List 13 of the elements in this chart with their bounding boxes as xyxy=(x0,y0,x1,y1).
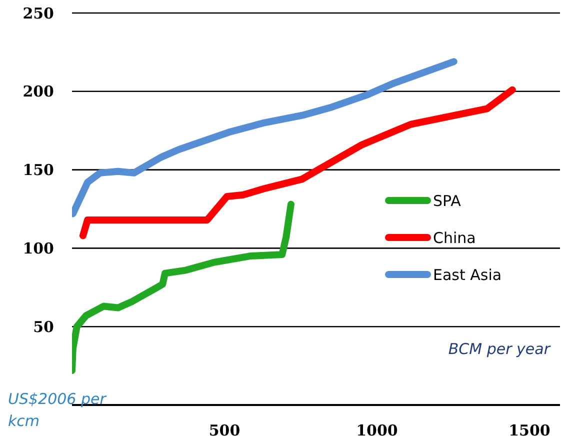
legend-label: SPA xyxy=(433,192,461,210)
annotation: US$2006 per kcm xyxy=(8,389,108,432)
x-tick-label: 1000 xyxy=(356,422,398,440)
y-tick-label: 100 xyxy=(22,240,54,258)
y-tick-label: 150 xyxy=(22,161,54,180)
y-tick-label: 200 xyxy=(22,82,54,101)
x-tick-label: 1500 xyxy=(508,422,550,440)
legend-label: China xyxy=(433,228,476,246)
x-axis-title: BCM per year xyxy=(448,340,550,358)
y-tick-label: 50 xyxy=(33,318,54,336)
legend-label: East Asia xyxy=(433,266,502,284)
y-tick-label: 250 xyxy=(22,4,54,22)
x-tick-label: 500 xyxy=(208,422,240,440)
